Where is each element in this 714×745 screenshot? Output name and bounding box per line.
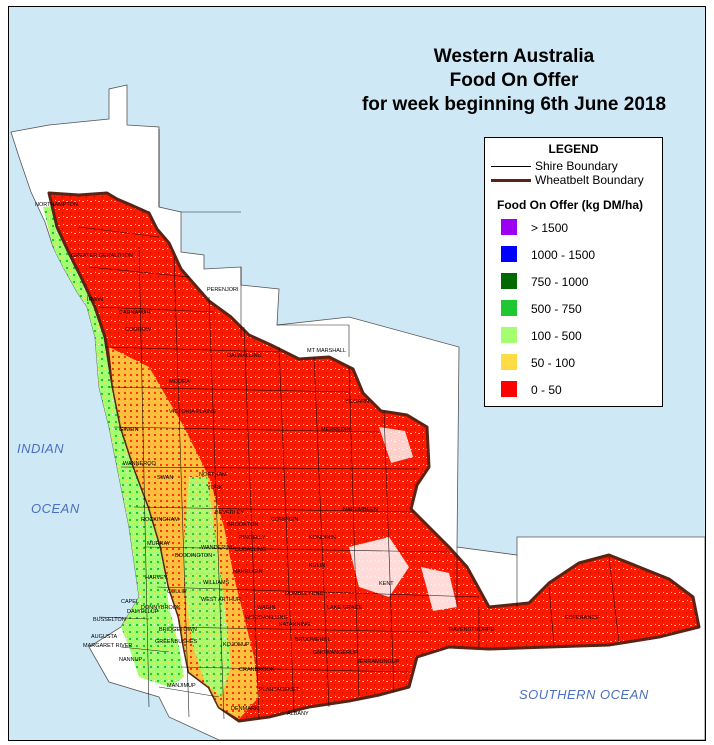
legend-class-label: 750 - 1000 [531,275,589,289]
ocean-label-indian: INDIAN [17,441,65,456]
place-label-yilgarn: YILGARN [345,399,370,405]
place-label-lake-grace: LAKE GRACE [327,605,363,611]
place-label-cuballing: CUBALLING [235,547,267,553]
place-label-kent: KENT [379,581,394,587]
shire-boundary-label: Shire Boundary [535,159,618,173]
place-label-swan: SWAN [157,475,174,481]
shire-boundaries [78,129,620,720]
place-label-northampton: NORTHAMPTON [35,202,78,208]
place-label-perenjori: PERENJORI [207,287,239,293]
place-label-corrigin: CORRIGIN [271,517,299,523]
place-label-beverley: BEVERLEY [215,510,245,516]
wheatbelt-boundary-label: Wheatbelt Boundary [535,173,644,187]
place-label-harvey: HARVEY [145,575,168,581]
place-label-greenbushes: GREENBUSHES [155,639,198,645]
legend-class-label: 100 - 500 [531,329,582,343]
place-label-augusta: AUGUSTA [91,634,118,640]
place-label-wandering: WANDERING [201,545,236,551]
place-label-woodanilling: WOODANILLING [245,615,288,621]
place-label-victoria-plains: VICTORIA PLAINS [169,409,216,415]
place-label-moora: MOORA [169,379,190,385]
place-label-mt-marshall: MT MARSHALL [307,348,347,354]
legend-swatch [501,354,517,370]
coastal-vegetation [43,205,184,687]
place-label-margaret-river: MARGARET RIVER [83,643,133,649]
place-label-collie: COLLIE [167,589,187,595]
place-label-northam: NORTHAM [199,472,227,478]
place-label-williams: WILLIAMS [203,580,230,586]
legend-class-label: > 1500 [531,221,569,235]
place-label-capel: CAPEL [121,599,140,605]
bare-area-east-1 [349,537,409,597]
place-label-bridgetown: BRIDGETOWN [159,627,197,633]
ocean-label-southern: SOUTHERN OCEAN [519,687,649,702]
place-label-albany: ALBANY [287,711,309,717]
legend-class-label: 1000 - 1500 [531,248,596,262]
place-label-manjimup: MANJIMUP [167,683,196,689]
place-label-donnybrook: DONNYBROOK [141,605,181,611]
place-label-murray: MURRAY [147,541,171,547]
legend-class-label: 0 - 50 [531,383,562,397]
place-label-narembeen: NAREMBEEN [343,507,378,513]
place-label-brookton: BROOKTON [227,522,259,528]
shire-boundary-swatch [491,166,531,167]
place-label-broomehill: BROOMEHILL [295,637,332,643]
place-label-denmark: DENMARK [231,706,259,712]
place-label-kondinin: KONDININ [309,535,336,541]
place-label-katanning: KATANNING [279,622,311,628]
place-label-kulin: KULIN [309,563,326,569]
place-label-west-arthur: WEST ARTHUR [201,597,241,603]
legend-swatch [501,219,517,235]
title-line-3: for week beginning 6th June 2018 [361,94,667,115]
place-label-nannup: NANNUP [119,657,143,663]
bare-area-east-3 [379,427,413,463]
place-label-kojonup: KOJONUP [223,642,250,648]
place-label-plantagenet: PLANTAGENET [259,687,299,693]
place-label-wanneroo: WANNEROO [123,461,156,467]
legend-class-label: 500 - 750 [531,302,582,316]
place-label-busselton: BUSSELTON [93,617,126,623]
legend-swatch [501,273,517,289]
legend-heading: Food On Offer (kg DM/ha) [497,198,643,212]
legend-class-label: 50 - 100 [531,356,576,370]
place-label-wagin: WAGIN [257,605,276,611]
place-label-greater-geraldton: GREATER GERALDTON [71,253,133,259]
place-label-esperance: ESPERANCE [565,615,599,621]
place-label-pingelly: PINGELLY [239,535,266,541]
place-label-gingin: GINGIN [119,427,139,433]
place-label-cranbrook: CRANBROOK [239,667,275,673]
map-title: Western Australia Food On Offer for week… [329,45,699,117]
place-label-dumbleyung: DUMBLEYUNG [285,591,324,597]
place-label-york: YORK [207,485,223,491]
place-label-narrogin: NARROGIN [233,569,263,575]
place-label-jerramungup: JERRAMUNGUP [357,659,400,665]
place-label-dalyellup: DALYELLUP [127,609,159,615]
wheatbelt-boundary-swatch [491,179,531,182]
map-canvas [10,84,705,740]
legend-swatch [501,327,517,343]
legend-swatch [501,300,517,316]
legend-title: LEGEND [548,142,599,156]
place-label-irwin: IRWIN [87,297,104,303]
legend-panel: LEGEND Shire Boundary Wheatbelt Boundary… [484,137,663,407]
place-label-ravensthorpe: RAVENSTHORPE [449,627,495,633]
place-label-coorow: COOROW [125,327,151,333]
legend-swatch [501,246,517,262]
title-line-1: Western Australia [433,46,595,67]
place-label-dalwallinu: DALWALLINU [227,353,262,359]
ocean-label-indian-2: OCEAN [31,501,80,516]
place-label-merredin: MERREDIN [321,427,351,433]
green-pasture-zone [183,477,231,697]
bare-area-east-2 [421,567,457,611]
title-line-2: Food On Offer [449,70,579,91]
place-label-carnamah: CARNAMAH [119,310,151,316]
legend-swatch [501,381,517,397]
place-label-boddington: BODDINGTON [175,553,213,559]
place-label-rockingham: ROCKINGHAM [141,517,179,523]
place-label-gnowangerup: GNOWANGERUP [313,650,358,656]
